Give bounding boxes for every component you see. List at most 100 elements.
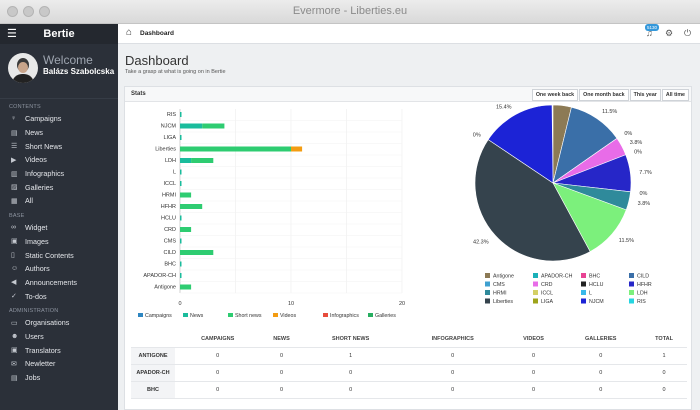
- y-tick-label: LIGA: [163, 135, 176, 141]
- users-icon: ☻: [11, 332, 19, 340]
- power-icon[interactable]: ⏻: [684, 28, 692, 38]
- sidebar-item-label: All: [25, 196, 33, 206]
- list-icon: ☰: [11, 143, 18, 151]
- sidebar-item-news[interactable]: ▤ News: [0, 126, 118, 140]
- legend-label: HCLU: [589, 282, 604, 288]
- sidebar-item-organisations[interactable]: ▭ Organisations: [0, 316, 118, 330]
- chart-icon: ▥: [11, 170, 18, 178]
- bar-segment: [180, 123, 203, 129]
- legend-label: Campaigns: [145, 313, 172, 319]
- minimize-window-button[interactable]: [23, 6, 34, 17]
- bar-segment: [180, 284, 192, 290]
- bar-segment: [180, 250, 214, 255]
- table-header[interactable]: CAMPAIGNS: [175, 331, 261, 348]
- sidebar-item-infographics[interactable]: ▥ Infographics: [0, 167, 118, 181]
- legend-label: L: [589, 291, 592, 297]
- sidebar-item-campaigns[interactable]: ♀ Campaigns: [0, 112, 118, 126]
- sidebar-item-images[interactable]: ▣ Images: [0, 235, 118, 249]
- table-cell: 0: [641, 364, 687, 382]
- bar-segment: [180, 135, 182, 140]
- legend-swatch: [533, 290, 538, 295]
- breadcrumb[interactable]: Dashboard: [140, 30, 174, 37]
- range-month-button[interactable]: One month back: [579, 89, 629, 101]
- range-year-button[interactable]: This year: [629, 89, 661, 101]
- close-window-button[interactable]: [7, 6, 18, 17]
- legend-swatch: [368, 313, 373, 317]
- table-header[interactable]: GALLERIES: [560, 331, 642, 348]
- sidebar-item-videos[interactable]: ▶ Videos: [0, 153, 118, 167]
- table-cell: 0: [175, 364, 261, 382]
- sidebar-item-label: Videos: [25, 155, 47, 165]
- notification-badge: 5130: [645, 24, 660, 31]
- y-tick-label: ICCL: [163, 181, 176, 187]
- sidebar-item-label: Campaigns: [25, 114, 62, 124]
- y-tick-label: APADOR-CH: [143, 273, 176, 279]
- avatar[interactable]: [8, 53, 38, 83]
- legend-label: News: [190, 313, 204, 319]
- sidebar-item-label: Translators: [25, 345, 61, 355]
- bar-segment: [180, 273, 182, 278]
- sidebar-item-label: Organisations: [25, 318, 70, 328]
- image-icon: ▨: [11, 184, 18, 192]
- sidebar-item-galleries[interactable]: ▨ Galleries: [0, 180, 118, 194]
- table-header[interactable]: SHORT NEWS: [302, 331, 399, 348]
- bar-segment: [180, 192, 192, 198]
- home-icon[interactable]: ⌂: [126, 27, 133, 38]
- y-tick-label: L: [173, 170, 176, 176]
- legend-swatch: [533, 298, 538, 304]
- x-tick-label: 10: [288, 301, 294, 307]
- table-header[interactable]: [131, 331, 175, 348]
- legend-swatch: [629, 298, 634, 304]
- sidebar-item-translators[interactable]: ▣ Translators: [0, 343, 118, 357]
- legend-swatch: [138, 313, 143, 317]
- table-cell: 0: [398, 347, 507, 365]
- check-icon: ✓: [11, 293, 17, 301]
- table-header[interactable]: NEWS: [260, 331, 303, 348]
- sidebar-item-newletter[interactable]: ✉ Newletter: [0, 357, 118, 371]
- range-week-button[interactable]: One week back: [531, 89, 579, 101]
- hamburger-icon[interactable]: ☰: [7, 28, 17, 40]
- sidebar-item-jobs[interactable]: ▤ Jobs: [0, 371, 118, 385]
- bar-segment: [180, 112, 182, 117]
- x-tick-label: 0: [178, 301, 181, 307]
- legend-label: RIS: [637, 299, 646, 305]
- bar-segment: [291, 146, 303, 152]
- legend-label: Antigone: [493, 274, 514, 280]
- sidebar-nav: CONTENTS ♀ Campaigns ▤ News ☰ Short News ▶ Video…: [0, 99, 118, 384]
- legend-label: APADOR-CH: [541, 274, 573, 280]
- main-area: ⌂ Dashboard ♫ 5130 ⚙ ⏻ Dashboard Take a …: [118, 24, 700, 410]
- table-header[interactable]: TOTAL: [641, 331, 687, 348]
- row-label: ANTIGONE: [131, 347, 175, 365]
- pie-slice: [487, 104, 554, 184]
- sidebar-item-label: Newletter: [25, 359, 56, 369]
- legend-label: HFHR: [637, 282, 652, 288]
- sidebar-item-users[interactable]: ☻ Users: [0, 330, 118, 344]
- sidebar-item-static-contents[interactable]: ▯ Static Contents: [0, 248, 118, 262]
- slice-label: 0%: [624, 131, 632, 137]
- gear-icon[interactable]: ⚙: [665, 28, 674, 38]
- sidebar-item-label: Widget: [25, 223, 48, 233]
- bar-chart: RIS NJCM LIGA Liberties LDH L ICCL HRMI HFHR HCLU…: [138, 109, 405, 319]
- welcome-text: Welcome: [43, 53, 93, 67]
- link-icon: ∞: [11, 224, 16, 232]
- table-header[interactable]: VIDEOS: [506, 331, 561, 348]
- bell-icon[interactable]: ♫: [646, 28, 653, 38]
- sidebar-item-authors[interactable]: ☺ Authors: [0, 262, 118, 276]
- legend-label: LIGA: [541, 299, 554, 305]
- sidebar-item-all[interactable]: ▦ All: [0, 194, 118, 208]
- sidebar-item-to-dos[interactable]: ✓ To-dos: [0, 289, 118, 303]
- stats-table: CAMPAIGNS NEWS SHORT NEWS INFOGRAPHICS VIDEO…: [131, 331, 687, 399]
- sidebar-header: ☰ Bertie: [0, 24, 118, 44]
- table-header[interactable]: INFOGRAPHICS: [398, 331, 507, 348]
- mail-icon: ✉: [11, 360, 17, 368]
- legend-label: CILD: [637, 274, 649, 280]
- sidebar-item-label: Static Contents: [25, 250, 74, 260]
- sidebar-item-announcements[interactable]: ◀ Announcements: [0, 276, 118, 290]
- sidebar-item-short-news[interactable]: ☰ Short News: [0, 139, 118, 153]
- sidebar-item-widget[interactable]: ∞ Widget: [0, 221, 118, 235]
- maximize-window-button[interactable]: [39, 6, 50, 17]
- range-all-button[interactable]: All time: [661, 89, 689, 101]
- legend-swatch: [485, 281, 490, 287]
- legend-swatch: [273, 313, 278, 317]
- sidebar-item-label: Images: [25, 236, 49, 246]
